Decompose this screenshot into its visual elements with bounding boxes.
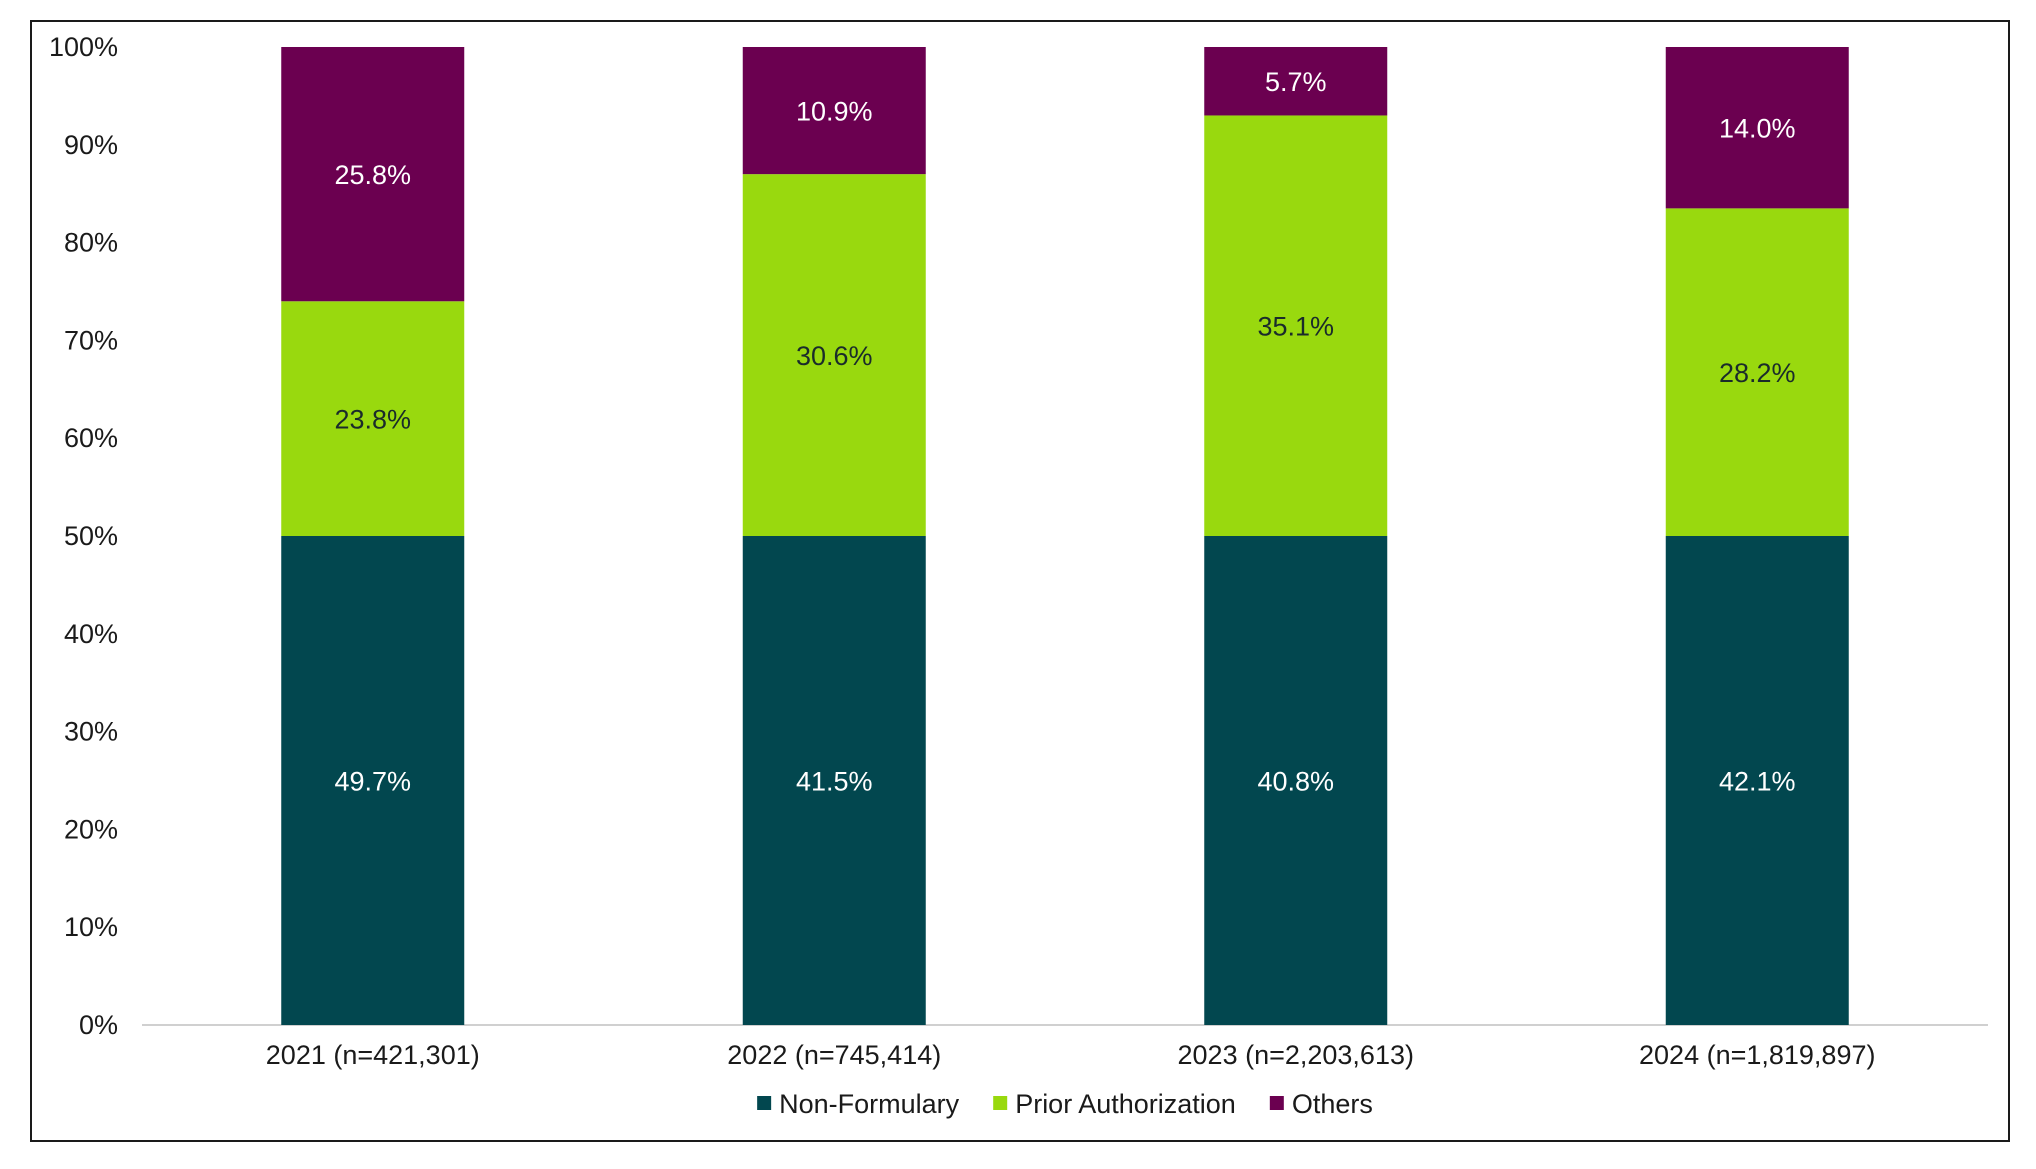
y-tick-label: 100% [49,32,118,62]
data-label-non-formulary: 41.5% [796,767,873,797]
y-tick-label: 60% [64,423,118,453]
data-label-non-formulary: 40.8% [1257,767,1334,797]
y-tick-label: 70% [64,325,118,355]
data-label-non-formulary: 42.1% [1719,767,1796,797]
data-label-others: 25.8% [334,160,411,190]
y-tick-label: 50% [64,521,118,551]
bar-segment-non-formulary [1204,536,1388,1025]
y-tick-label: 0% [79,1010,118,1040]
legend-swatch-non-formulary [757,1096,772,1110]
bar-segment-non-formulary [1665,536,1849,1025]
data-label-prior-authorization: 23.8% [334,405,411,435]
bar-segment-others [281,47,465,302]
chart-frame: 0% 10% 20% 30% 40% 50% 60% 70% 80% 90% 100% 49.7% 2… [30,20,2010,1142]
data-label-others: 14.0% [1719,114,1796,144]
bar-segment-others [1665,47,1849,209]
x-axis-tick-labels: 2021 (n=421,301) 2022 (n=745,414) 2023 (n=… [266,1040,1876,1070]
y-axis-tick-labels: 0% 10% 20% 30% 40% 50% 60% 70% 80% 90% 100% [49,32,118,1040]
bar-segment-others [742,47,926,175]
data-label-others: 10.9% [796,97,873,127]
bar-segment-prior-authorization [1204,115,1388,537]
bar-segment-prior-authorization [1665,208,1849,536]
data-label-prior-authorization: 35.1% [1257,312,1334,342]
stacked-bar-chart: 0% 10% 20% 30% 40% 50% 60% 70% 80% 90% 100% 49.7% 2… [49,32,1988,1119]
legend-label-prior-authorization: Prior Authorization [1015,1089,1236,1119]
y-tick-label: 90% [64,130,118,160]
x-tick-label: 2023 (n=2,203,613) [1178,1040,1414,1070]
legend: Non-Formulary Prior Authorization Others [757,1089,1373,1119]
legend-label-others: Others [1292,1089,1373,1119]
x-tick-label: 2024 (n=1,819,897) [1639,1040,1875,1070]
data-label-others: 5.7% [1265,67,1327,97]
x-tick-label: 2022 (n=745,414) [727,1040,941,1070]
legend-swatch-others [1269,1096,1284,1110]
legend-label-non-formulary: Non-Formulary [779,1089,960,1119]
y-tick-label: 20% [64,814,118,844]
data-label-prior-authorization: 30.6% [796,341,873,371]
bar-segment-prior-authorization [742,174,926,536]
x-tick-label: 2021 (n=421,301) [266,1040,480,1070]
y-tick-label: 40% [64,619,118,649]
legend-swatch-prior-authorization [993,1096,1008,1110]
bar-segment-non-formulary [281,536,465,1025]
data-label-non-formulary: 49.7% [334,767,411,797]
data-label-prior-authorization: 28.2% [1719,358,1796,388]
bar-segment-prior-authorization [281,301,465,536]
bar-segment-non-formulary [742,536,926,1025]
bars-group: 49.7% 23.8% 25.8% 41.5% 30.6% 10.9% 40.8% 35.1%… [281,47,1849,1025]
y-tick-label: 10% [64,912,118,942]
y-tick-label: 80% [64,228,118,258]
y-tick-label: 30% [64,717,118,747]
bar-segment-others [1204,47,1388,116]
